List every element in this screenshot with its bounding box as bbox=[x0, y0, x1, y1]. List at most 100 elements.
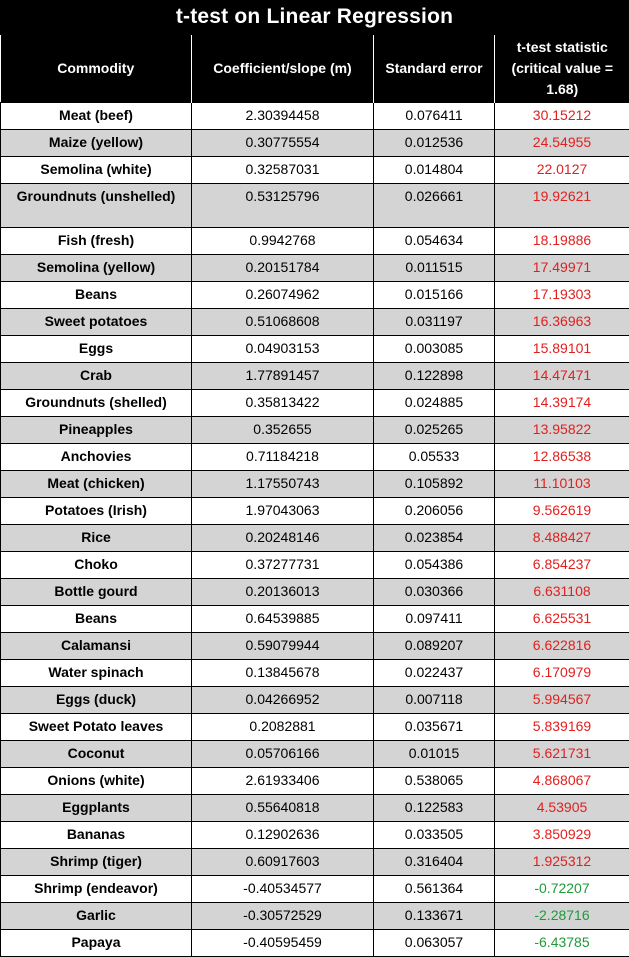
standard-error-cell: 0.023854 bbox=[374, 524, 495, 551]
commodity-cell: Shrimp (tiger) bbox=[1, 848, 192, 875]
coefficient-cell: 0.9942768 bbox=[192, 227, 374, 254]
standard-error-cell: 0.007118 bbox=[374, 686, 495, 713]
tstat-cell: 11.10103 bbox=[495, 470, 629, 497]
tstat-cell: 16.36963 bbox=[495, 308, 629, 335]
tstat-cell: 17.49971 bbox=[495, 254, 629, 281]
commodity-cell: Groundnuts (unshelled) bbox=[1, 183, 192, 227]
coefficient-cell: 0.60917603 bbox=[192, 848, 374, 875]
commodity-cell: Pineapples bbox=[1, 416, 192, 443]
tstat-cell: -2.28716 bbox=[495, 902, 629, 929]
tstat-cell: 5.621731 bbox=[495, 740, 629, 767]
coefficient-cell: 0.13845678 bbox=[192, 659, 374, 686]
tstat-cell: 6.170979 bbox=[495, 659, 629, 686]
commodity-cell: Maize (yellow) bbox=[1, 129, 192, 156]
commodity-cell: Meat (chicken) bbox=[1, 470, 192, 497]
standard-error-cell: 0.561364 bbox=[374, 875, 495, 902]
coefficient-cell: 0.51068608 bbox=[192, 308, 374, 335]
coefficient-cell: 0.30775554 bbox=[192, 129, 374, 156]
commodity-cell: Semolina (yellow) bbox=[1, 254, 192, 281]
standard-error-cell: 0.054634 bbox=[374, 227, 495, 254]
tstat-cell: 6.622816 bbox=[495, 632, 629, 659]
standard-error-cell: 0.105892 bbox=[374, 470, 495, 497]
standard-error-cell: 0.015166 bbox=[374, 281, 495, 308]
commodity-cell: Fish (fresh) bbox=[1, 227, 192, 254]
standard-error-cell: 0.01015 bbox=[374, 740, 495, 767]
commodity-cell: Sweet Potato leaves bbox=[1, 713, 192, 740]
standard-error-cell: 0.316404 bbox=[374, 848, 495, 875]
commodity-cell: Groundnuts (shelled) bbox=[1, 389, 192, 416]
standard-error-cell: 0.122583 bbox=[374, 794, 495, 821]
coefficient-cell: 0.352655 bbox=[192, 416, 374, 443]
table-header: Commodity Coefficient/slope (m) Standard… bbox=[1, 35, 629, 102]
standard-error-cell: 0.035671 bbox=[374, 713, 495, 740]
tstat-cell: 4.868067 bbox=[495, 767, 629, 794]
tstat-cell: 24.54955 bbox=[495, 129, 629, 156]
standard-error-cell: 0.011515 bbox=[374, 254, 495, 281]
standard-error-cell: 0.031197 bbox=[374, 308, 495, 335]
standard-error-cell: 0.097411 bbox=[374, 605, 495, 632]
tstat-cell: 6.625531 bbox=[495, 605, 629, 632]
standard-error-cell: 0.063057 bbox=[374, 929, 495, 956]
header-coefficient: Coefficient/slope (m) bbox=[192, 35, 374, 102]
tstat-cell: 17.19303 bbox=[495, 281, 629, 308]
coefficient-cell: 1.97043063 bbox=[192, 497, 374, 524]
commodity-cell: Eggplants bbox=[1, 794, 192, 821]
standard-error-cell: 0.012536 bbox=[374, 129, 495, 156]
coefficient-cell: -0.40534577 bbox=[192, 875, 374, 902]
tstat-cell: 22.0127 bbox=[495, 156, 629, 183]
coefficient-cell: 0.20248146 bbox=[192, 524, 374, 551]
commodity-cell: Garlic bbox=[1, 902, 192, 929]
tstat-cell: 13.95822 bbox=[495, 416, 629, 443]
commodity-cell: Anchovies bbox=[1, 443, 192, 470]
tstat-cell: 9.562619 bbox=[495, 497, 629, 524]
commodity-cell: Sweet potatoes bbox=[1, 308, 192, 335]
tstat-cell: 6.631108 bbox=[495, 578, 629, 605]
commodity-cell: Rice bbox=[1, 524, 192, 551]
tstat-cell: 14.39174 bbox=[495, 389, 629, 416]
coefficient-cell: 0.71184218 bbox=[192, 443, 374, 470]
commodity-cell: Meat (beef) bbox=[1, 102, 192, 129]
commodity-cell: Bottle gourd bbox=[1, 578, 192, 605]
tstat-cell: 14.47471 bbox=[495, 362, 629, 389]
coefficient-cell: 1.77891457 bbox=[192, 362, 374, 389]
coefficient-cell: -0.30572529 bbox=[192, 902, 374, 929]
results-sheet: t-test on Linear Regression Commodity Co… bbox=[0, 0, 629, 921]
tstat-cell: 5.839169 bbox=[495, 713, 629, 740]
ttest-table: Commodity Coefficient/slope (m) Standard… bbox=[0, 35, 629, 957]
tstat-cell: 18.19886 bbox=[495, 227, 629, 254]
header-commodity: Commodity bbox=[1, 35, 192, 102]
standard-error-cell: 0.133671 bbox=[374, 902, 495, 929]
tstat-cell: -6.43785 bbox=[495, 929, 629, 956]
tstat-cell: 1.925312 bbox=[495, 848, 629, 875]
standard-error-cell: 0.003085 bbox=[374, 335, 495, 362]
coefficient-cell: 0.04266952 bbox=[192, 686, 374, 713]
standard-error-cell: 0.089207 bbox=[374, 632, 495, 659]
commodity-cell: Crab bbox=[1, 362, 192, 389]
standard-error-cell: 0.025265 bbox=[374, 416, 495, 443]
tstat-cell: 8.488427 bbox=[495, 524, 629, 551]
coefficient-cell: 0.2082881 bbox=[192, 713, 374, 740]
coefficient-cell: 0.32587031 bbox=[192, 156, 374, 183]
tstat-cell: 12.86538 bbox=[495, 443, 629, 470]
commodity-cell: Eggs (duck) bbox=[1, 686, 192, 713]
commodity-cell: Calamansi bbox=[1, 632, 192, 659]
standard-error-cell: 0.538065 bbox=[374, 767, 495, 794]
standard-error-cell: 0.024885 bbox=[374, 389, 495, 416]
